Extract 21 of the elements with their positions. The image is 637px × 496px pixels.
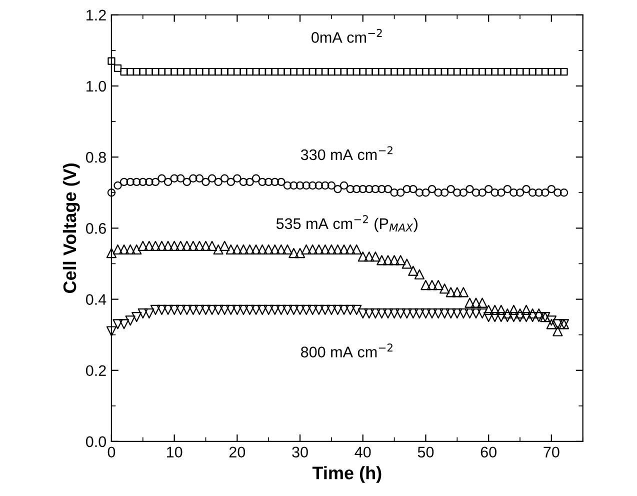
legend-label: 0mA cm$^{−2}$ [312,28,382,43]
y-tick-label: 0.0 [86,436,106,448]
x-tick-label: 10 [166,446,182,458]
x-tick-label: 30 [292,446,308,458]
y-tick-label: 0.8 [86,152,106,163]
x-tick-label: 0 [108,446,116,458]
y-tick-label: 1.0 [86,80,106,92]
series-label: 330 mA cm$^{−2}$ [300,146,392,160]
x-tick-label: 70 [544,446,560,458]
y-tick-label: 0.4 [86,294,106,305]
x-tick-label: 60 [480,446,496,458]
x-tick-label: 40 [354,446,371,458]
series-label: 800 mA cm$^{−2}$ [301,344,392,358]
y-axis-title: Cell Voltage (V) [62,164,80,293]
series-label: 535 mA cm$^{−2}$ (P$_{MAX}$) [276,215,418,232]
x-tick-label: 20 [229,446,246,458]
y-tick-label: 0.6 [86,223,106,234]
x-axis-title: Time (h) [312,466,382,483]
y-tick-label: 0.2 [86,365,106,376]
y-tick-label: 1.2 [86,10,106,20]
x-tick-label: 50 [418,446,434,458]
